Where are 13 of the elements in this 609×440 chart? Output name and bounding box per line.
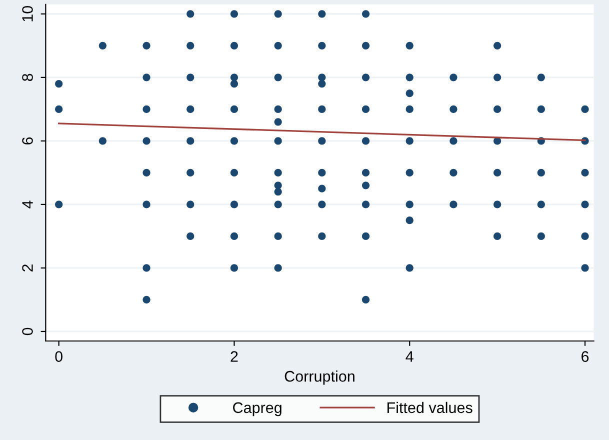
- x-axis-title: Corruption: [284, 370, 354, 385]
- y-tick-label: 10: [22, 6, 33, 22]
- x-tick-label: 2: [230, 351, 238, 362]
- y-tick-label: 8: [22, 74, 33, 82]
- x-tick-label: 4: [406, 351, 414, 362]
- x-tick-label: 6: [582, 351, 589, 362]
- x-tick-label: 0: [55, 351, 62, 362]
- legend-label: Fitted values: [388, 402, 472, 414]
- y-tick-label: 2: [22, 264, 33, 272]
- y-tick-label: 0: [22, 328, 33, 336]
- legend-label: Capreg: [233, 402, 282, 416]
- y-tick-label: 4: [22, 200, 33, 208]
- y-tick-label: 6: [22, 137, 33, 144]
